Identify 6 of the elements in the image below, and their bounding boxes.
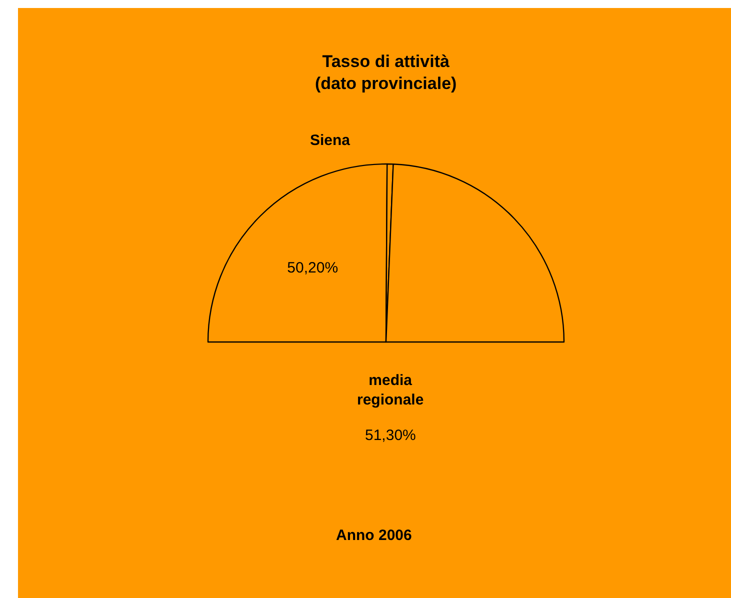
text: Anno 2006 (336, 527, 412, 544)
text: 51,30% (365, 427, 416, 444)
slice-label: Siena (310, 132, 351, 149)
chart-title: Tasso di attività (dato provinciale) (315, 52, 457, 94)
data-label: 50,20% (287, 260, 338, 277)
text: media regionale (357, 372, 424, 408)
